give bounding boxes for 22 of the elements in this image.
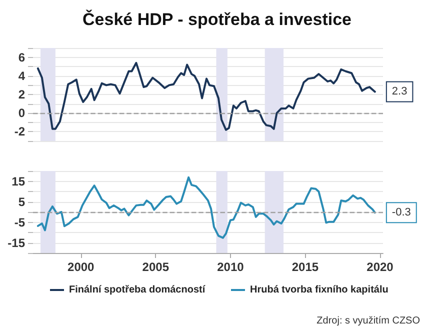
line-series: [36, 62, 376, 131]
data-label: 2.3: [392, 86, 408, 98]
y-tick-label: -2: [14, 124, 26, 139]
y-tick-label: 4: [18, 68, 26, 83]
x-tick-label: 2005: [142, 260, 170, 274]
legend-label: Hrubá tvorba fixního kapitálu: [250, 284, 388, 296]
x-tick-label: 2000: [68, 260, 95, 274]
line-series: [36, 176, 376, 239]
y-tick-label: 6: [18, 50, 26, 64]
x-tick-label: 2010: [217, 260, 244, 274]
y-tick-label: -5: [14, 215, 26, 230]
x-tick-label: 2020: [366, 260, 394, 274]
y-tick-label: 2: [18, 88, 26, 102]
y-tick-label: 15: [12, 174, 26, 188]
y-tick-label: 0: [18, 106, 26, 120]
x-tick-label: 2015: [292, 260, 319, 274]
y-tick-label: 5: [18, 194, 26, 209]
text: Zdroj: s využitím CZSO: [316, 316, 420, 326]
legend-label: Finální spotřeba domácností: [69, 284, 206, 296]
data-label: -0.3: [392, 206, 411, 219]
y-tick-label: -15: [8, 236, 26, 250]
chart-title: České HDP - spotřeba a investice: [82, 9, 352, 29]
